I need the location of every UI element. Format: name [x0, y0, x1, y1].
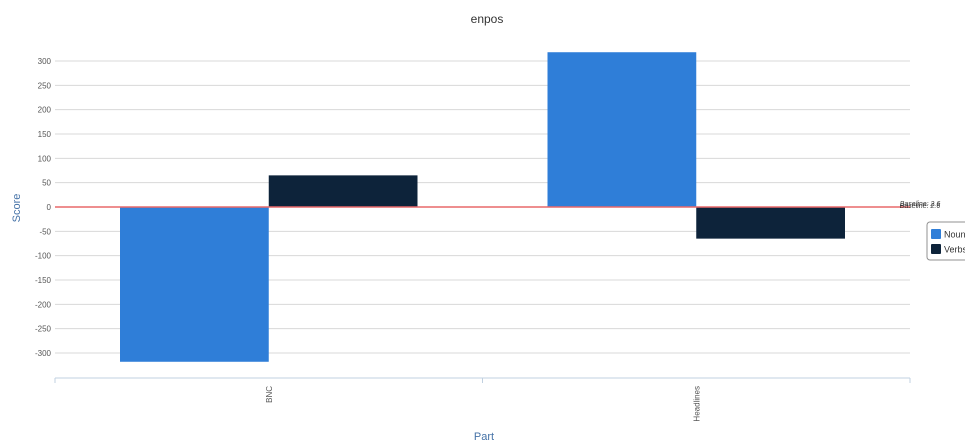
- bars: [120, 52, 845, 362]
- legend-swatch[interactable]: [931, 229, 941, 239]
- legend-item-nouns[interactable]: Nouns: [944, 230, 965, 240]
- y-tick-label: 300: [38, 57, 52, 66]
- y-tick-label: -300: [35, 349, 52, 358]
- baseline-label: Baseline: 2.6: [900, 201, 941, 208]
- y-tick-label: -100: [35, 252, 52, 261]
- bar-verbs-bnc[interactable]: [268, 175, 418, 207]
- y-tick-label: 100: [38, 154, 52, 163]
- y-tick-label: 150: [38, 130, 52, 139]
- legend-swatch[interactable]: [931, 244, 941, 254]
- y-tick-label: 50: [42, 179, 51, 188]
- y-tick-label: -50: [39, 227, 51, 236]
- y-tick-label: 200: [38, 106, 52, 115]
- x-axis-title: Part: [474, 431, 494, 443]
- y-tick-label: 250: [38, 81, 52, 90]
- bar-verbs-headlines[interactable]: [696, 207, 845, 239]
- x-tick-label: Headlines: [692, 386, 701, 422]
- y-axis-title: Score: [11, 194, 23, 223]
- x-tick-label: BNC: [265, 386, 274, 403]
- y-tick-label: 0: [47, 203, 52, 212]
- y-axis-ticks: 300 250 200 150 100 50 0 -50 -100 -150 -200 -250 -30…: [35, 57, 52, 358]
- legend[interactable]: Nouns Verbs: [926, 221, 965, 261]
- y-tick-label: -200: [35, 300, 52, 309]
- bar-nouns-headlines[interactable]: [547, 52, 697, 207]
- legend-item-verbs[interactable]: Verbs: [944, 245, 965, 255]
- y-tick-label: -150: [35, 276, 52, 285]
- bar-nouns-bnc[interactable]: [120, 207, 269, 362]
- chart-title: enpos: [471, 12, 504, 26]
- y-tick-label: -250: [35, 325, 52, 334]
- baseline-label: Baseline: 2.6: [900, 203, 941, 210]
- x-axis: BNC Headlines: [54, 377, 911, 422]
